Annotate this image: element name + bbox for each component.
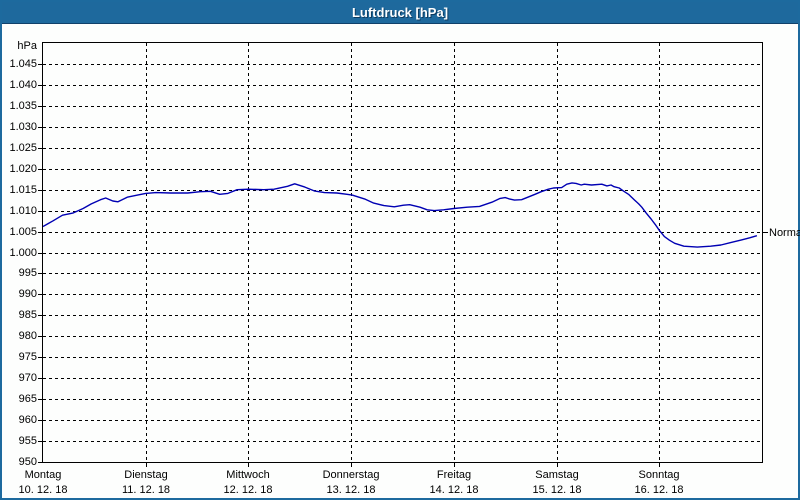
x-date-label: 15. 12. 18 (532, 484, 582, 496)
x-tick-mark (659, 463, 660, 467)
y-tick-label: 1.030 (9, 121, 37, 133)
normal-marker-label: Normal (769, 227, 800, 239)
x-date-label: 16. 12. 18 (634, 484, 684, 496)
y-tick-mark (38, 127, 42, 128)
y-tick-label: 960 (18, 414, 37, 426)
x-tick-mark (454, 463, 455, 467)
y-tick-mark (38, 315, 42, 316)
x-tick-mark (557, 463, 558, 467)
y-tick-label: 1.025 (9, 142, 37, 154)
pressure-line (43, 182, 758, 248)
y-tick-mark (38, 273, 42, 274)
plot-area (42, 42, 763, 463)
y-tick-mark (38, 148, 42, 149)
chart-area: hPa Normal 1.045 1.040 1.035 1.030 1.025 1.02… (2, 24, 800, 498)
y-tick-mark (38, 294, 42, 295)
normal-marker-tick (763, 232, 768, 233)
y-tick-mark (38, 106, 42, 107)
y-tick-mark (38, 64, 42, 65)
y-tick-label: 980 (18, 330, 37, 342)
y-tick-label: 965 (18, 393, 37, 405)
y-tick-label: 1.010 (9, 205, 37, 217)
window-titlebar: Luftdruck [hPa] (2, 2, 798, 24)
y-tick-mark (38, 441, 42, 442)
x-day-label: Donnerstag (322, 469, 380, 481)
y-tick-label: 1.040 (9, 79, 37, 91)
y-tick-mark (38, 378, 42, 379)
x-tick-mark (248, 463, 249, 467)
y-tick-mark (38, 336, 42, 337)
y-tick-label: 1.005 (9, 226, 37, 238)
x-tick-mark (351, 463, 352, 467)
y-tick-mark (38, 357, 42, 358)
x-day-label: Freitag (436, 469, 472, 481)
y-tick-label: 1.020 (9, 163, 37, 175)
y-tick-mark (38, 420, 42, 421)
x-date-label: 12. 12. 18 (223, 484, 273, 496)
y-tick-mark (38, 190, 42, 191)
y-axis-unit-label: hPa (17, 40, 37, 52)
y-tick-label: 995 (18, 267, 37, 279)
x-day-label: Montag (24, 469, 62, 481)
y-tick-label: 990 (18, 288, 37, 300)
y-tick-label: 1.045 (9, 58, 37, 70)
y-tick-label: 1.000 (9, 247, 37, 259)
y-tick-mark (38, 169, 42, 170)
y-tick-label: 970 (18, 372, 37, 384)
window-title: Luftdruck [hPa] (351, 5, 449, 20)
x-day-label: Mittwoch (226, 469, 270, 481)
x-day-label: Dienstag (124, 469, 168, 481)
chart-canvas (43, 43, 762, 462)
y-tick-label: 955 (18, 435, 37, 447)
y-tick-mark (38, 232, 42, 233)
x-date-label: 14. 12. 18 (429, 484, 479, 496)
y-tick-mark (38, 462, 42, 463)
y-tick-mark (38, 85, 42, 86)
y-tick-label: 950 (18, 456, 37, 468)
y-tick-label: 985 (18, 309, 37, 321)
x-day-label: Sonntag (638, 469, 680, 481)
y-tick-mark (38, 399, 42, 400)
x-day-label: Samstag (535, 469, 579, 481)
y-tick-mark (38, 253, 42, 254)
y-tick-mark (38, 211, 42, 212)
x-date-label: 13. 12. 18 (326, 484, 376, 496)
y-tick-label: 1.015 (9, 184, 37, 196)
y-tick-label: 1.035 (9, 100, 37, 112)
x-tick-mark (146, 463, 147, 467)
x-date-label: 11. 12. 18 (121, 484, 171, 496)
x-date-label: 10. 12. 18 (18, 484, 68, 496)
y-tick-label: 975 (18, 351, 37, 363)
